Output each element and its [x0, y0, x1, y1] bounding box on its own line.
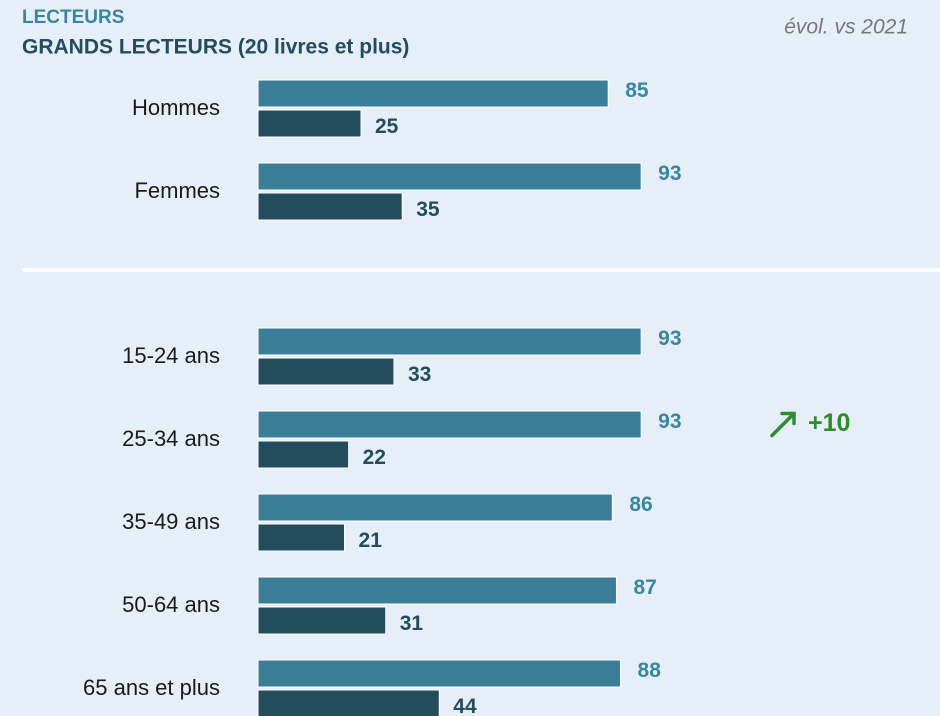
category-label: 25-34 ans: [122, 426, 220, 451]
value-label: 31: [400, 612, 424, 635]
value-label: 85: [625, 79, 649, 102]
subtitle: évol. vs 2021: [784, 16, 908, 39]
value-label: 93: [658, 327, 681, 350]
category-label: Femmes: [134, 178, 220, 203]
category-label: 50-64 ans: [122, 592, 220, 617]
category-label: 15-24 ans: [122, 343, 220, 368]
legend-series-1: LECTEURS: [22, 7, 124, 28]
bar: [257, 689, 440, 716]
bar: [257, 192, 403, 221]
value-label: 87: [633, 576, 656, 599]
value-label: 88: [638, 659, 662, 682]
value-label: 44: [453, 695, 477, 716]
value-label: 93: [658, 162, 681, 185]
value-label: 21: [359, 529, 383, 552]
category-label: Hommes: [132, 95, 220, 120]
bar: [257, 162, 642, 191]
bar: [257, 576, 617, 605]
bar: [257, 523, 346, 552]
bar: [257, 440, 350, 469]
annotation-arrow: [770, 411, 796, 438]
value-label: 25: [375, 115, 399, 138]
annotation: +10: [808, 409, 850, 437]
value-label: 93: [658, 410, 681, 433]
bar: [257, 327, 642, 356]
value-label: 33: [408, 363, 431, 386]
value-label: 35: [416, 198, 440, 221]
bar: [257, 357, 395, 386]
category-label: 35-49 ans: [122, 509, 220, 534]
bar: [257, 109, 362, 138]
bar: [257, 410, 642, 439]
value-label: 22: [363, 446, 386, 469]
legend-series-2: GRANDS LECTEURS (20 livres et plus): [22, 36, 409, 59]
bar: [257, 493, 613, 522]
bar: [257, 659, 622, 688]
bar: [257, 79, 609, 108]
value-label: 86: [629, 493, 652, 516]
bar: [257, 606, 387, 635]
category-label: 65 ans et plus: [83, 675, 220, 700]
